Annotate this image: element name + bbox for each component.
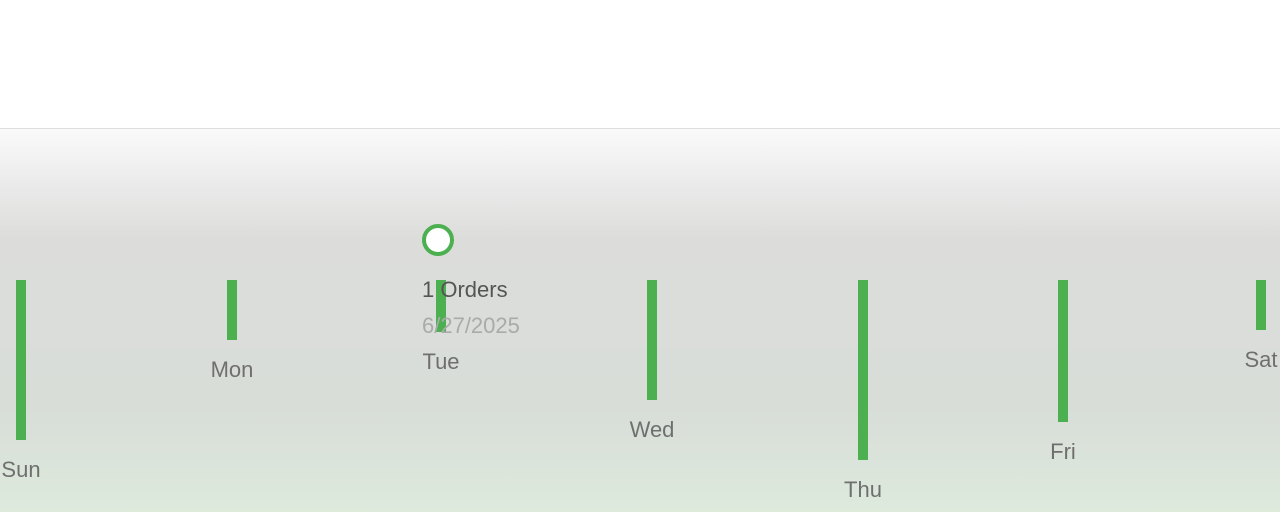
tooltip-date: 6/27/2025 [422,313,520,338]
bar-sat[interactable] [1256,280,1266,330]
x-tick-label-wed: Wed [630,417,675,442]
bar-thu[interactable] [858,280,868,460]
bar-wed[interactable] [647,280,657,400]
header-area [0,0,1280,128]
x-tick-label-sat: Sat [1244,347,1277,372]
tooltip: 1 Orders 6/27/2025 [422,224,520,338]
category-label-group: Sun Mon Tue Wed Thu Fri Sat [1,347,1277,502]
bar-group [16,280,1266,460]
bar-fri[interactable] [1058,280,1068,422]
tooltip-count: 1 Orders [422,277,508,302]
hover-marker-icon [422,224,454,256]
bar-sun[interactable] [16,280,26,440]
x-tick-label-fri: Fri [1050,439,1076,464]
x-tick-label-thu: Thu [844,477,882,502]
x-tick-label-sun: Sun [1,457,40,482]
bar-mon[interactable] [227,280,237,340]
divider [0,128,1280,129]
x-tick-label-mon: Mon [211,357,254,382]
x-tick-label-tue: Tue [422,349,459,374]
bar-tue[interactable] [436,280,446,332]
